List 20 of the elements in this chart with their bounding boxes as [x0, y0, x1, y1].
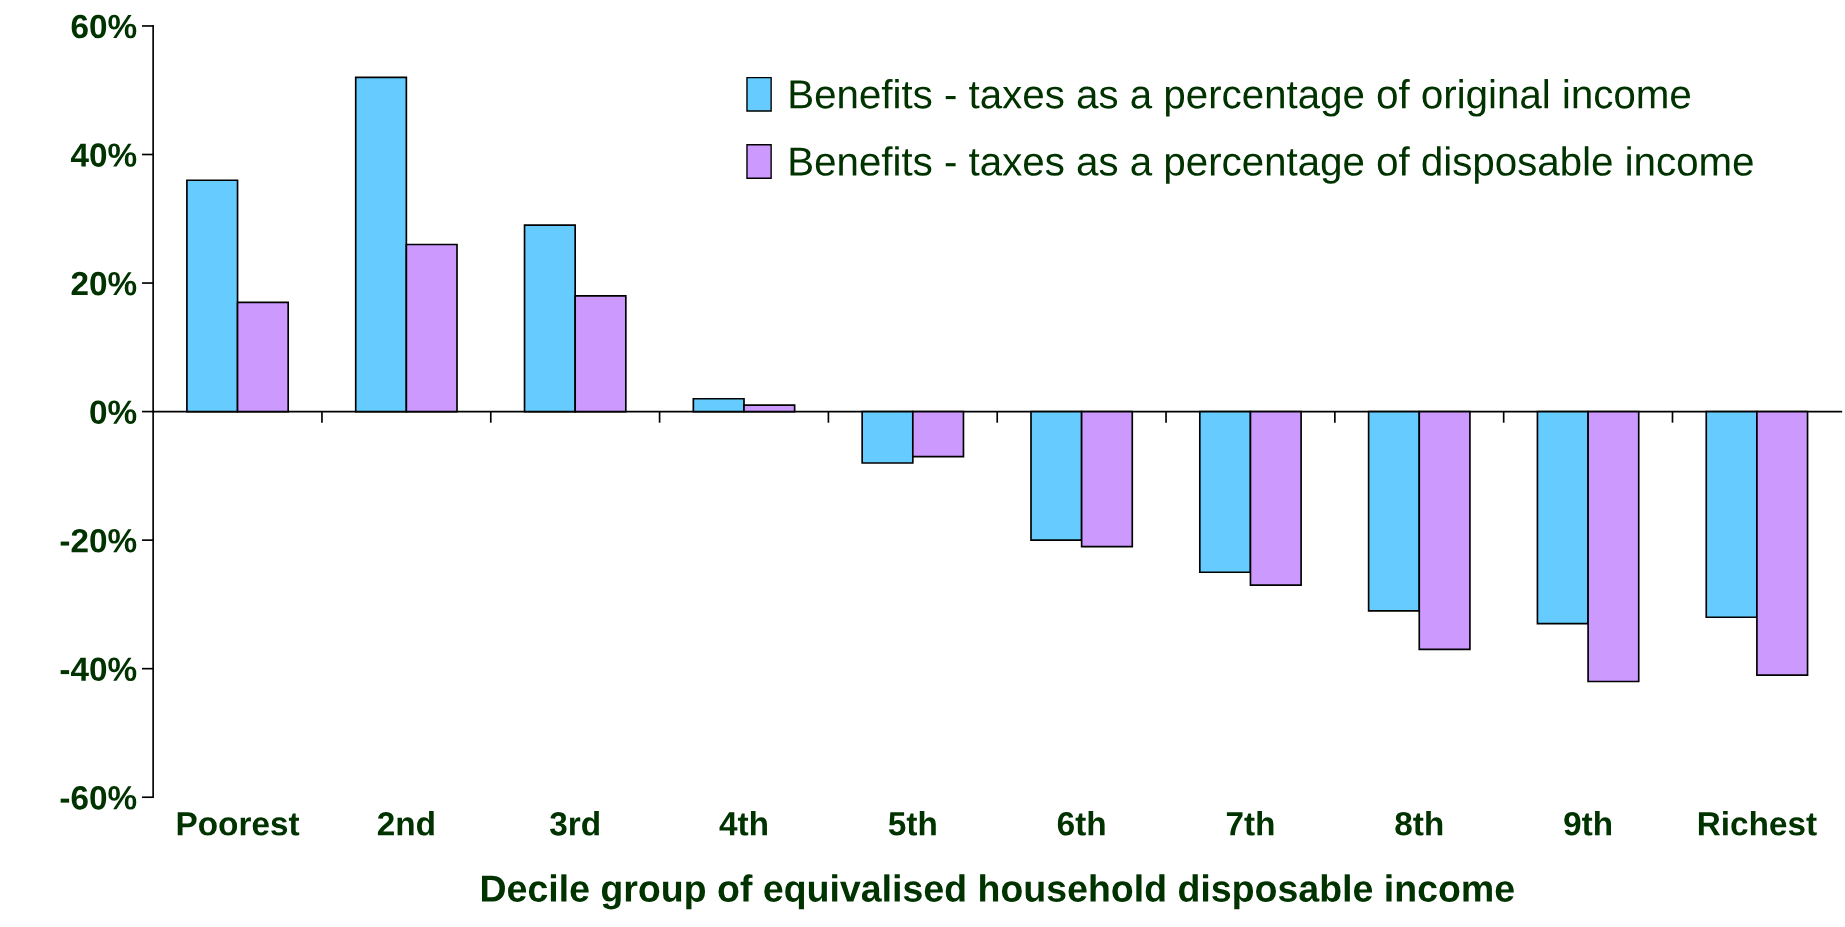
x-axis-title: Decile group of equivalised household disposable income [481, 874, 1514, 910]
legend-label: Benefits - taxes as a percentage of original income [790, 79, 1690, 117]
x-tick-label: 9th [1564, 811, 1612, 836]
y-tick-label: -40% [60, 657, 137, 682]
y-tick-label: 20% [71, 271, 137, 296]
legend-label: Benefits - taxes as a percentage of disposable income [790, 146, 1753, 184]
y-tick-label: 0% [90, 400, 137, 424]
x-tick-label: 3rd [550, 811, 599, 836]
y-tick-label: 60% [71, 14, 137, 39]
x-tick-label: 4th [719, 811, 767, 836]
y-tick-label: 40% [70, 143, 137, 167]
y-tick-label: -20% [60, 528, 137, 553]
x-tick-label: 8th [1395, 811, 1443, 836]
x-tick-label: 7th [1226, 811, 1274, 836]
x-tick-label: 2nd [377, 811, 434, 836]
y-tick-label: -60% [60, 786, 137, 810]
x-tick-label: Poorest [177, 812, 300, 836]
x-tick-label: Richest [1698, 811, 1817, 836]
x-tick-label: 5th [888, 811, 936, 836]
x-tick-label: 6th [1057, 811, 1105, 836]
